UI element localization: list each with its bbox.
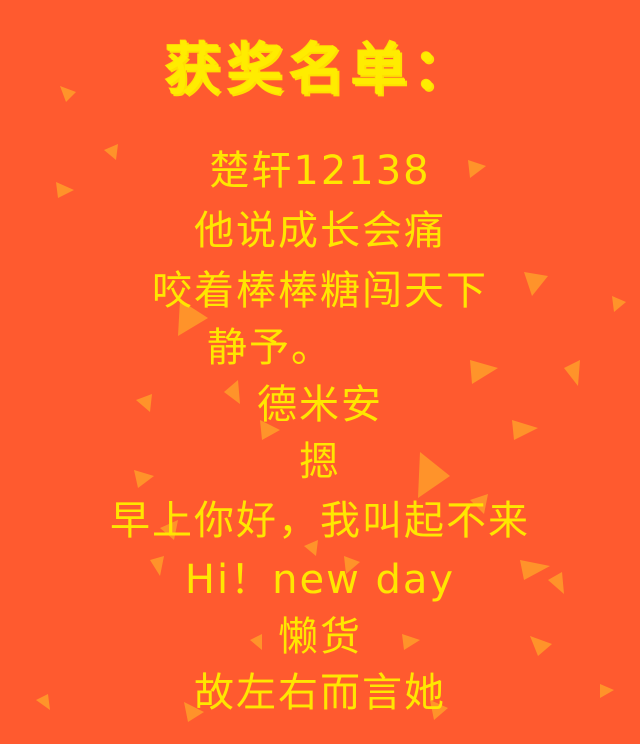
winner-name: 摁 <box>299 439 341 485</box>
winner-name: 德米安 <box>257 382 383 428</box>
page-title: 获奖名单： <box>165 38 475 103</box>
winner-name: 静予。 <box>207 325 333 371</box>
winner-name: 懒货 <box>278 614 362 660</box>
winner-name: Hi！new day <box>184 557 456 603</box>
winner-name: 咬着棒棒糖闯天下 <box>152 268 488 314</box>
winner-name: 故左右而言她 <box>194 670 446 716</box>
winner-name: 他说成长会痛 <box>194 208 446 254</box>
winner-name: 楚轩12138 <box>209 148 431 194</box>
winner-name: 早上你好，我叫起不来 <box>110 498 530 544</box>
